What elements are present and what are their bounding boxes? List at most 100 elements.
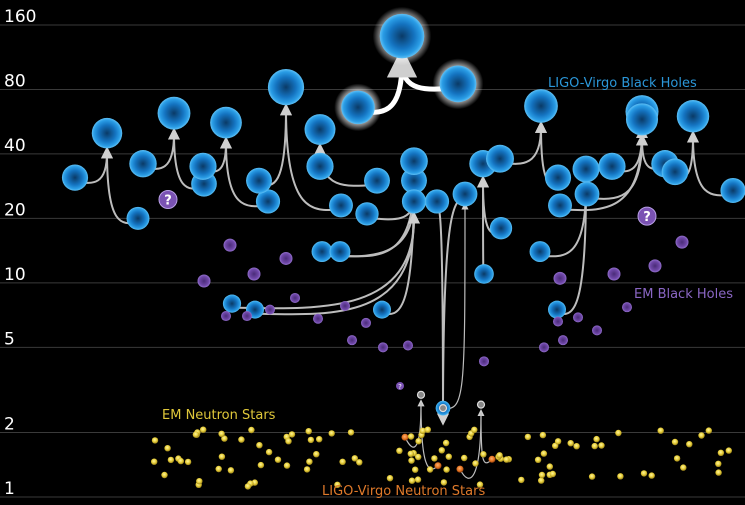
y-tick-label: 20: [4, 200, 26, 220]
em-bh-point: [279, 251, 293, 265]
unknown-marker: ?: [398, 383, 402, 391]
y-tick-label: 40: [4, 136, 26, 156]
y-tick-label: 160: [4, 7, 36, 27]
em-ns-point: [540, 450, 548, 457]
em-ns-point: [414, 476, 422, 483]
label-ligo-ns: LIGO-Virgo Neutron Stars: [322, 484, 485, 499]
ligo-bh-final: [400, 147, 428, 175]
em-ns-point: [218, 453, 226, 460]
em-ns-point: [588, 473, 596, 480]
em-bh-point: [290, 292, 300, 303]
merger-arrow: [231, 211, 420, 310]
ligo-bh-progenitor: [222, 294, 242, 313]
em-ns-point: [539, 431, 547, 439]
em-ns-point: [717, 449, 725, 456]
em-ns-point: [339, 458, 346, 465]
em-ns-point: [177, 457, 184, 465]
ligo-bh-final: [401, 189, 427, 214]
unknown-small-point: [396, 381, 404, 390]
ligo-ns-point: [488, 455, 496, 463]
em-ns-point: [680, 464, 687, 471]
em-ns-point: [442, 439, 450, 447]
unknown-bh-point: [637, 206, 657, 226]
ligo-bh-progenitor: [306, 152, 334, 180]
em-ns-point: [715, 469, 722, 476]
em-ns-point: [408, 457, 415, 464]
em-ns-point: [671, 438, 679, 446]
em-ns-point: [698, 432, 705, 439]
em-ns-point: [480, 451, 487, 458]
em-ns-point: [573, 443, 580, 450]
ns-merger-arrow: [442, 202, 469, 410]
ligo-bh-progenitor: [486, 144, 514, 173]
em-ns-point: [673, 455, 681, 462]
em-bh-point: [675, 235, 689, 249]
em-ns-point: [386, 475, 394, 482]
em-ns-point: [316, 436, 323, 443]
em-bh-point: [221, 311, 231, 322]
ns-merger-arrow: [420, 402, 439, 470]
em-bh-point: [558, 335, 568, 346]
ligo-bh-progenitor: [439, 65, 477, 103]
em-ns-point: [461, 454, 468, 462]
em-ns-point: [257, 461, 265, 469]
em-bh-point: [539, 342, 549, 353]
ligo-bh-progenitor: [720, 177, 745, 204]
em-ns-point: [496, 452, 503, 459]
em-bh-point: [622, 302, 632, 313]
em-ns-point: [200, 426, 207, 433]
ligo-bh-progenitor: [574, 181, 600, 207]
em-ns-point: [705, 427, 712, 434]
em-bh-point: [347, 335, 357, 346]
em-ns-point: [593, 435, 600, 443]
ligo-bh-progenitor: [61, 164, 89, 191]
em-ns-point: [431, 455, 438, 462]
em-ns-point: [167, 456, 175, 464]
ligo-bh-final: [572, 155, 600, 183]
em-ns-point: [351, 455, 358, 462]
em-ns-point: [408, 477, 416, 484]
em-ns-point: [285, 438, 292, 445]
merger-arrow: [254, 211, 420, 316]
ligo-bh-progenitor: [329, 241, 351, 262]
em-ns-point: [407, 450, 414, 457]
em-ns-point: [215, 465, 222, 473]
ligo-ns-point: [401, 433, 409, 441]
ligo-ns-remnant: [438, 404, 448, 413]
em-ns-point: [161, 471, 168, 479]
ligo-bh-progenitor: [364, 167, 390, 194]
em-ns-point: [164, 445, 171, 452]
label-em-bh: EM Black Holes: [634, 287, 733, 302]
em-bh-point: [378, 342, 388, 353]
ligo-bh-progenitor: [424, 189, 450, 214]
ligo-bh-final: [267, 69, 305, 106]
ligo-bh-progenitor: [255, 189, 281, 214]
mass-points: ???: [61, 6, 745, 490]
em-ns-point: [221, 435, 228, 442]
em-bh-point: [242, 311, 252, 322]
ligo-ns-point: [456, 465, 464, 473]
em-ns-point: [412, 466, 419, 473]
ligo-bh-progenitor: [373, 300, 391, 319]
em-ns-point: [196, 478, 203, 485]
em-ns-point: [591, 442, 598, 450]
ligo-bh-final: [304, 114, 336, 145]
ligo-bh-final: [676, 99, 710, 133]
em-ns-point: [615, 429, 622, 437]
ligo-bh-progenitor: [489, 217, 513, 240]
em-bh-point: [313, 313, 323, 324]
ligo-bh-final: [210, 106, 242, 139]
em-ns-point: [725, 447, 732, 454]
em-ns-point: [248, 426, 255, 434]
y-tick-label: 5: [4, 329, 15, 349]
ligo-bh-final: [91, 117, 123, 149]
y-axis-ticks: 1 2 5 10 20 40 80 160: [4, 7, 36, 499]
em-ns-point: [288, 431, 296, 438]
em-ns-point: [283, 462, 291, 469]
em-bh-point: [479, 356, 489, 367]
ligo-bh-progenitor: [661, 158, 689, 186]
em-ns-point: [306, 458, 313, 465]
ligo-bh-progenitor: [452, 181, 478, 207]
ligo-bh-progenitor: [311, 241, 333, 262]
ligo-ns-remnant: [416, 390, 426, 399]
